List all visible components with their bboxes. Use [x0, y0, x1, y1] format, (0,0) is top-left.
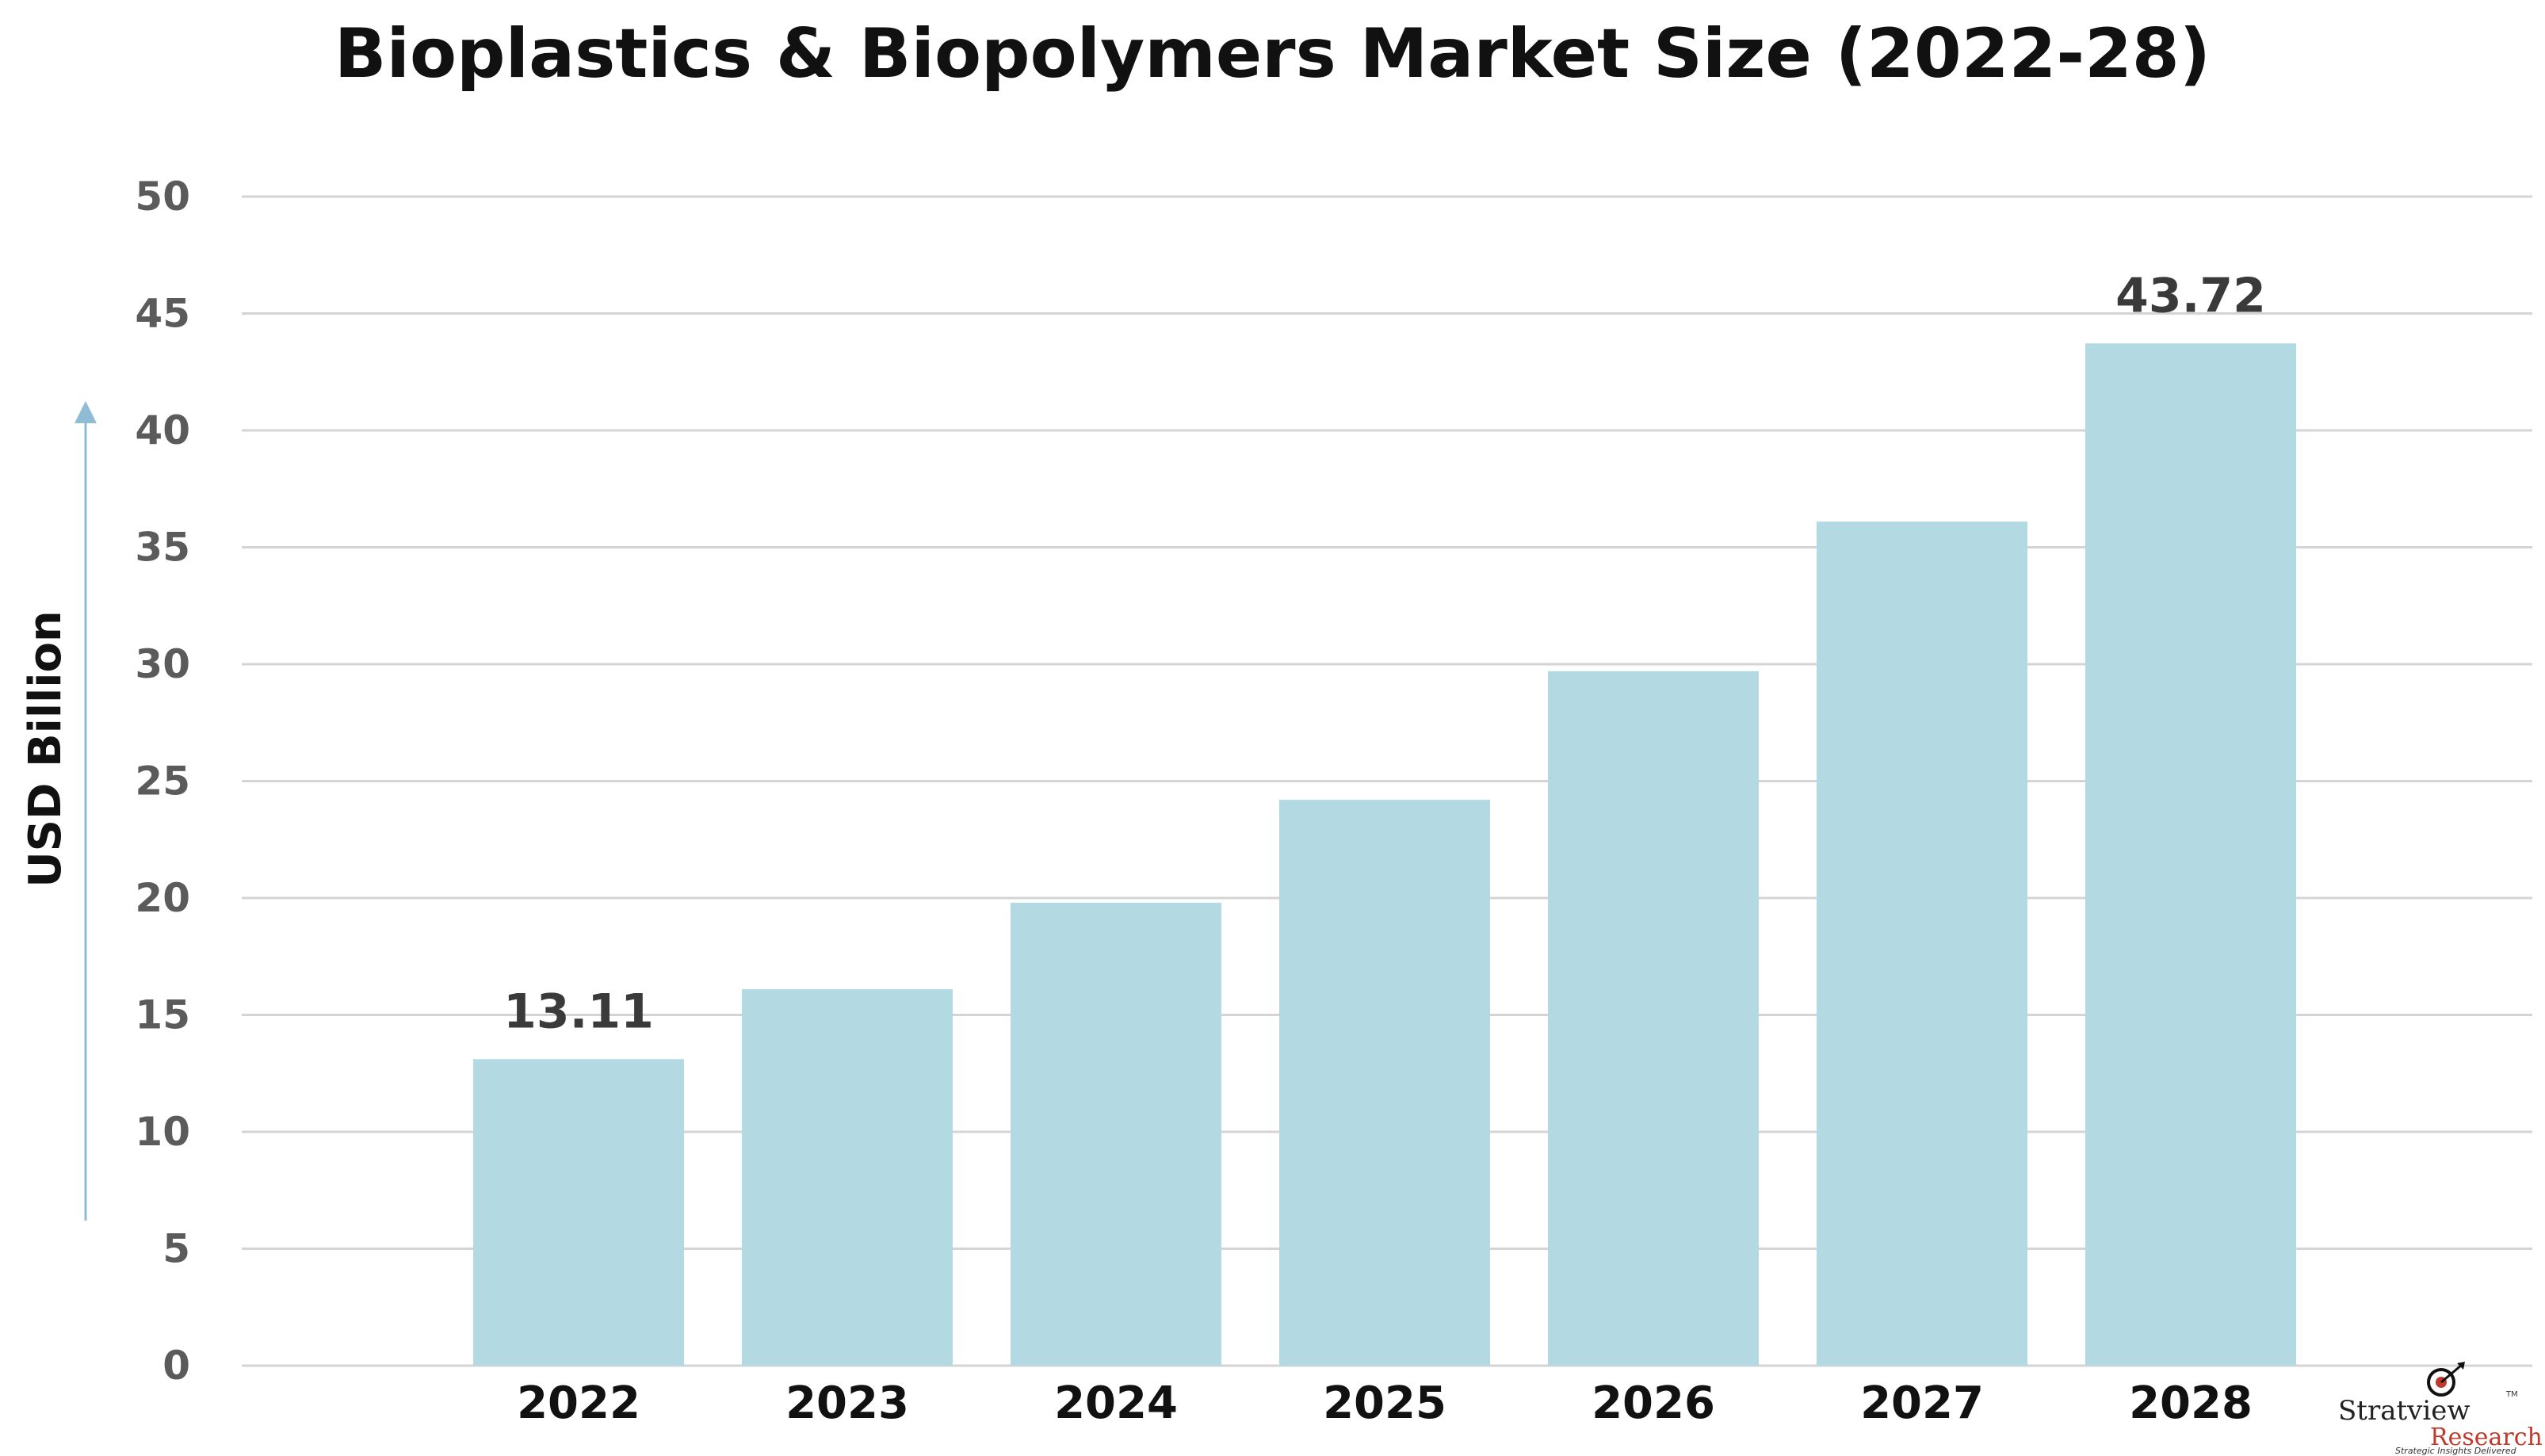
y-tick-label: 25: [135, 759, 190, 804]
y-axis-arrow: [75, 401, 97, 1221]
y-tick-label: 5: [162, 1226, 190, 1272]
y-axis-ticks: 0 5 10 15 20 25 30 35 40 45 50: [135, 174, 190, 1389]
bar-2028: [2085, 343, 2296, 1366]
bar-2024: [1011, 902, 1221, 1366]
x-axis-ticks: 2022 2023 2024 2025 2026 2027 2028: [517, 1378, 2253, 1429]
logo-name-line1: Stratview: [2338, 1395, 2470, 1427]
y-tick-label: 0: [162, 1343, 190, 1389]
x-tick-label: 2022: [517, 1378, 640, 1429]
bar-2025: [1279, 800, 1490, 1366]
bars: [473, 343, 2296, 1366]
x-tick-label: 2025: [1323, 1378, 1446, 1429]
logo-tagline: Strategic Insights Delivered: [2395, 1446, 2516, 1456]
bar-2027: [1817, 522, 2027, 1366]
x-tick-label: 2026: [1592, 1378, 1715, 1429]
data-label-2028: 43.72: [2115, 268, 2266, 323]
y-tick-label: 40: [135, 407, 190, 453]
logo-name-line2: Research: [2430, 1424, 2543, 1451]
y-tick-label: 45: [135, 291, 190, 337]
y-tick-label: 10: [135, 1109, 190, 1155]
y-tick-label: 35: [135, 525, 190, 571]
bar-2023: [742, 989, 953, 1366]
x-tick-label: 2027: [1860, 1378, 1984, 1429]
bar-2022: [473, 1059, 684, 1366]
logo-trademark: TM: [2506, 1390, 2518, 1399]
y-tick-label: 50: [135, 174, 190, 220]
bar-2026: [1548, 671, 1759, 1366]
y-tick-label: 30: [135, 641, 190, 687]
y-tick-label: 15: [135, 992, 190, 1038]
data-label-2022: 13.11: [503, 984, 654, 1039]
stratview-logo: Stratview TM Research Strategic Insights…: [2338, 1362, 2544, 1456]
data-labels: 13.11 43.72: [503, 268, 2266, 1039]
chart-title: Bioplastics & Biopolymers Market Size (2…: [334, 14, 2211, 94]
y-axis-title: USD Billion: [20, 610, 71, 888]
logo-target-icon: [2427, 1362, 2465, 1397]
y-tick-label: 20: [135, 875, 190, 921]
x-tick-label: 2028: [2129, 1378, 2253, 1429]
x-tick-label: 2023: [785, 1378, 909, 1429]
x-tick-label: 2024: [1054, 1378, 1178, 1429]
